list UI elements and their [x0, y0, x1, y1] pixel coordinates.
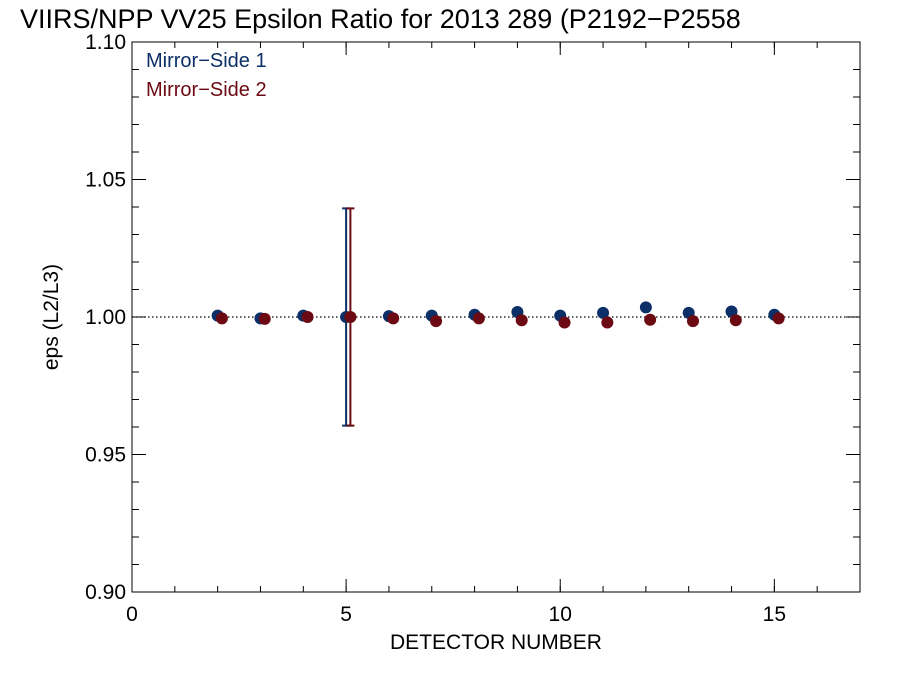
data-point-mirror-side-2 [301, 311, 314, 323]
x-tick-label: 15 [763, 603, 786, 626]
data-point-mirror-side-2 [472, 312, 485, 325]
legend-entry-mirror-side-1: Mirror−Side 1 [146, 50, 267, 72]
x-axis-label: DETECTOR NUMBER [390, 631, 602, 654]
y-tick-label: 0.90 [85, 581, 126, 604]
legend-entry-mirror-side-2: Mirror−Side 2 [146, 79, 267, 101]
major-ticks [131, 41, 860, 593]
y-tick-label: 1.05 [85, 169, 126, 192]
y-tick-label: 0.95 [85, 444, 126, 467]
y-tick-label: 1.00 [85, 306, 126, 329]
y-tick-label: 1.10 [85, 31, 126, 54]
data-point-mirror-side-2 [772, 312, 785, 325]
y-axis-label: eps (L2/L3) [40, 264, 63, 370]
x-tick-label: 10 [549, 603, 572, 626]
data-point-mirror-side-2 [558, 316, 571, 329]
data-point-mirror-side-1 [639, 301, 652, 314]
data-point-mirror-side-2 [729, 314, 742, 327]
y-tick-labels: 0.90 0.95 1.00 1.05 1.10 [85, 31, 126, 604]
data-point-mirror-side-2 [515, 314, 528, 327]
data-points [211, 301, 785, 329]
data-point-mirror-side-1 [597, 306, 610, 319]
data-point-mirror-side-2 [644, 313, 657, 326]
data-point-mirror-side-2 [387, 312, 400, 325]
chart-title: VIIRS/NPP VV25 Epsilon Ratio for 2013 28… [20, 4, 741, 34]
data-point-mirror-side-2 [215, 312, 228, 325]
data-point-mirror-side-2 [344, 311, 357, 323]
data-point-mirror-side-2 [430, 315, 443, 328]
data-point-mirror-side-2 [686, 315, 699, 328]
x-tick-label: 0 [126, 603, 138, 626]
x-tick-label: 5 [340, 603, 352, 626]
x-tick-labels: 0 5 10 15 [126, 603, 786, 626]
data-point-mirror-side-2 [258, 312, 271, 325]
data-point-mirror-side-2 [601, 316, 614, 329]
